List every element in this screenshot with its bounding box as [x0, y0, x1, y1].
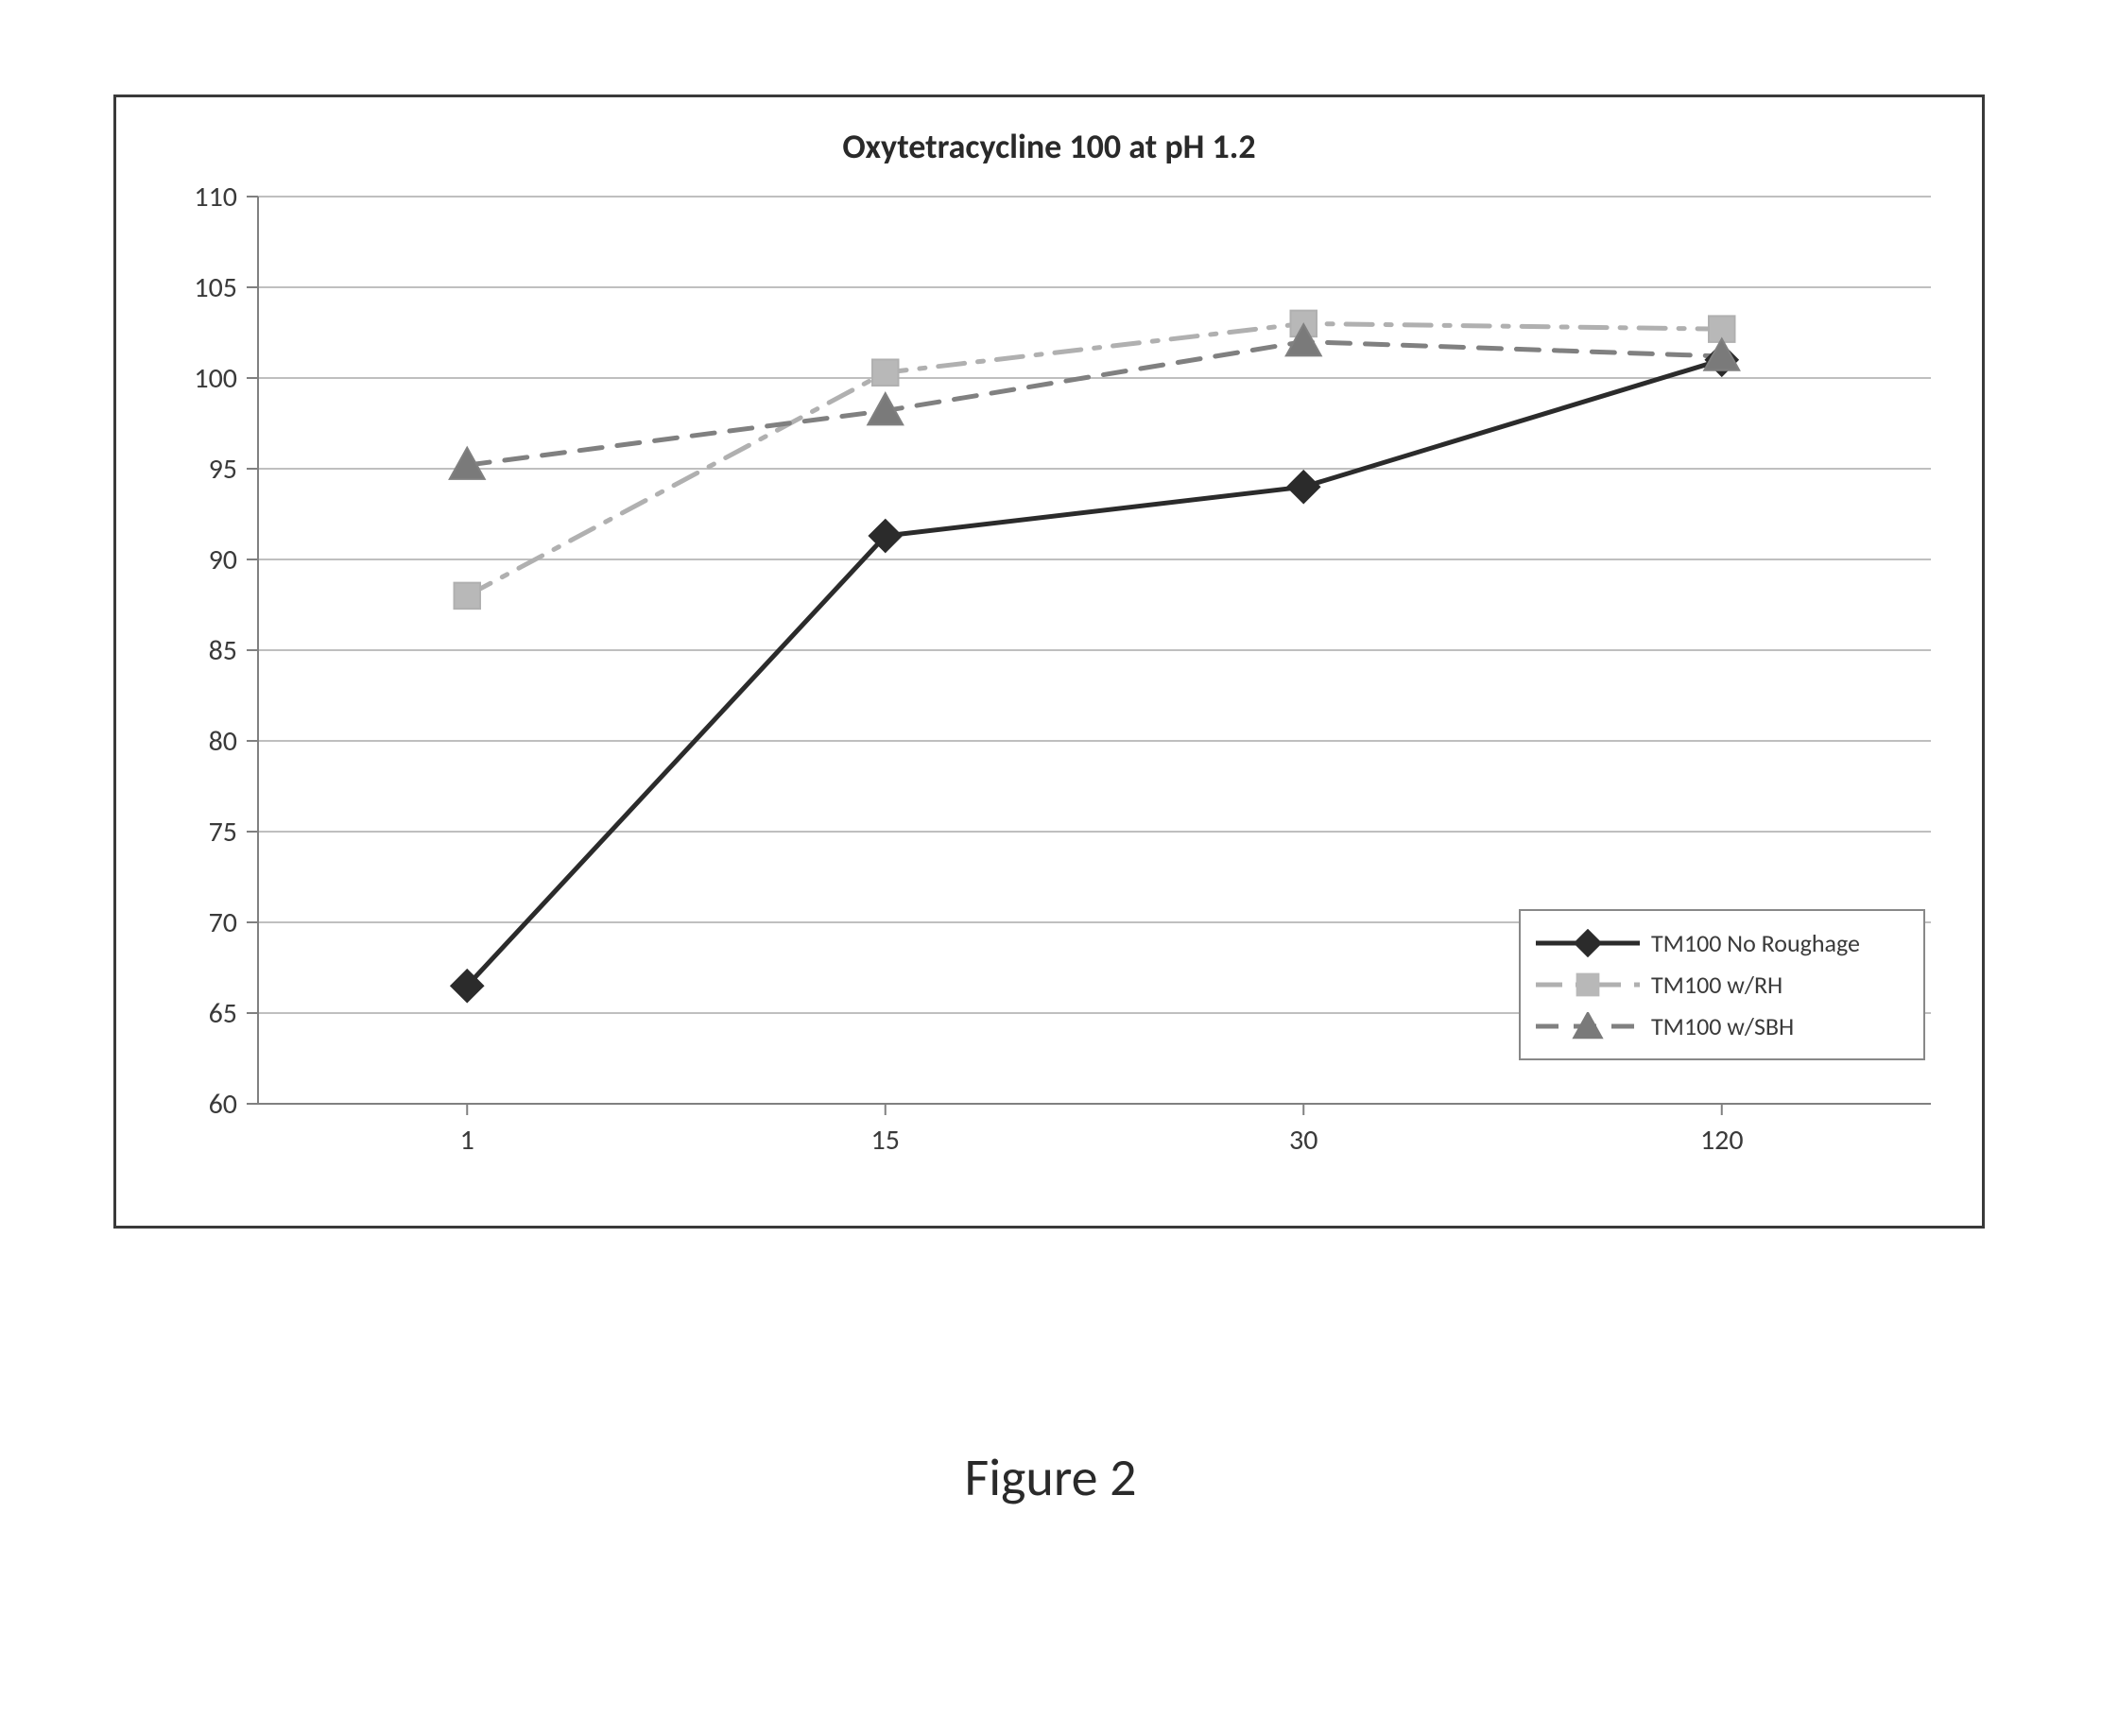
legend-item: TM100 w/RH — [1536, 964, 1908, 1006]
svg-text:95: 95 — [209, 452, 237, 487]
legend-swatch — [1536, 1012, 1640, 1040]
legend-item: TM100 No Roughage — [1536, 922, 1908, 964]
chart-title: Oxytetracycline 100 at pH 1.2 — [116, 126, 1982, 167]
svg-text:65: 65 — [209, 996, 237, 1031]
svg-text:80: 80 — [209, 724, 237, 759]
legend-label: TM100 w/RH — [1651, 970, 1782, 1000]
svg-text:85: 85 — [209, 633, 237, 668]
legend: TM100 No Roughage TM100 w/RH TM100 w/SBH — [1519, 909, 1925, 1060]
svg-text:30: 30 — [1289, 1123, 1317, 1158]
legend-swatch — [1536, 971, 1640, 999]
svg-text:100: 100 — [194, 361, 237, 396]
svg-text:105: 105 — [194, 270, 237, 305]
legend-swatch — [1536, 929, 1640, 957]
svg-text:1: 1 — [460, 1123, 474, 1158]
legend-label: TM100 w/SBH — [1651, 1011, 1794, 1041]
page: Oxytetracycline 100 at pH 1.2 60 65 70 75 80… — [0, 0, 2101, 1736]
figure-caption: Figure 2 — [0, 1446, 2101, 1510]
svg-text:15: 15 — [871, 1123, 900, 1158]
svg-text:60: 60 — [209, 1087, 237, 1122]
legend-label: TM100 No Roughage — [1651, 928, 1860, 958]
chart-frame: Oxytetracycline 100 at pH 1.2 60 65 70 75 80… — [113, 95, 1985, 1229]
svg-text:110: 110 — [194, 180, 237, 215]
svg-text:90: 90 — [209, 542, 237, 577]
svg-text:70: 70 — [209, 905, 237, 940]
svg-text:120: 120 — [1700, 1123, 1744, 1158]
legend-item: TM100 w/SBH — [1536, 1006, 1908, 1047]
svg-text:75: 75 — [209, 815, 237, 850]
